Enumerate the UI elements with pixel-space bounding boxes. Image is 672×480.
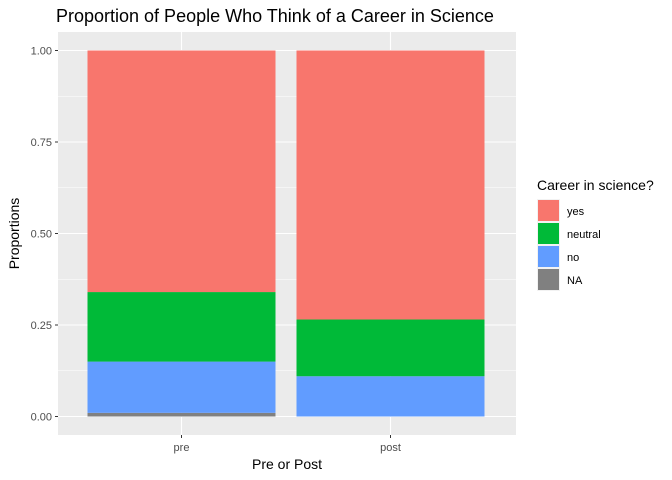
x-axis-title: Pre or Post xyxy=(252,456,322,472)
legend: Career in science? yes neutral no NA xyxy=(537,177,654,291)
legend-swatch xyxy=(538,246,559,267)
legend-swatch xyxy=(538,223,559,244)
y-axis-title: Proportions xyxy=(6,198,22,270)
x-tick-label-pre: pre xyxy=(174,442,190,454)
x-tick-label-post: post xyxy=(380,442,401,454)
y-tick-label: 1.00 xyxy=(31,46,52,58)
bars xyxy=(87,50,485,417)
legend-items: yes neutral no NA xyxy=(537,199,601,291)
legend-swatch xyxy=(538,269,559,290)
y-tick-label: 0.00 xyxy=(31,412,52,424)
bar-segment-no-post xyxy=(296,376,485,417)
bar-segment-neutral-pre xyxy=(87,292,276,362)
legend-item-no: no xyxy=(537,245,579,268)
bar-segment-neutral-post xyxy=(296,319,485,377)
chart-title: Proportion of People Who Think of a Care… xyxy=(56,6,494,26)
y-tick-label: 0.50 xyxy=(31,229,52,241)
legend-swatch xyxy=(538,200,559,221)
legend-title: Career in science? xyxy=(537,177,654,193)
legend-item-neutral: neutral xyxy=(537,222,601,245)
y-axis: 0.00 0.25 0.50 0.75 1.00 xyxy=(31,46,58,424)
legend-label: NA xyxy=(567,275,583,287)
legend-item-na: NA xyxy=(537,268,583,291)
legend-label: yes xyxy=(567,206,585,218)
bar-segment-yes-post xyxy=(296,50,485,320)
y-tick-label: 0.75 xyxy=(31,137,52,149)
bar-segment-no-pre xyxy=(87,361,276,413)
legend-label: no xyxy=(567,252,579,264)
legend-label: neutral xyxy=(567,229,601,241)
x-axis: pre post xyxy=(174,435,401,454)
bar-segment-yes-pre xyxy=(87,50,276,293)
y-tick-label: 0.25 xyxy=(31,320,52,332)
legend-item-yes: yes xyxy=(537,199,585,222)
bar-segment-na-pre xyxy=(87,412,276,417)
